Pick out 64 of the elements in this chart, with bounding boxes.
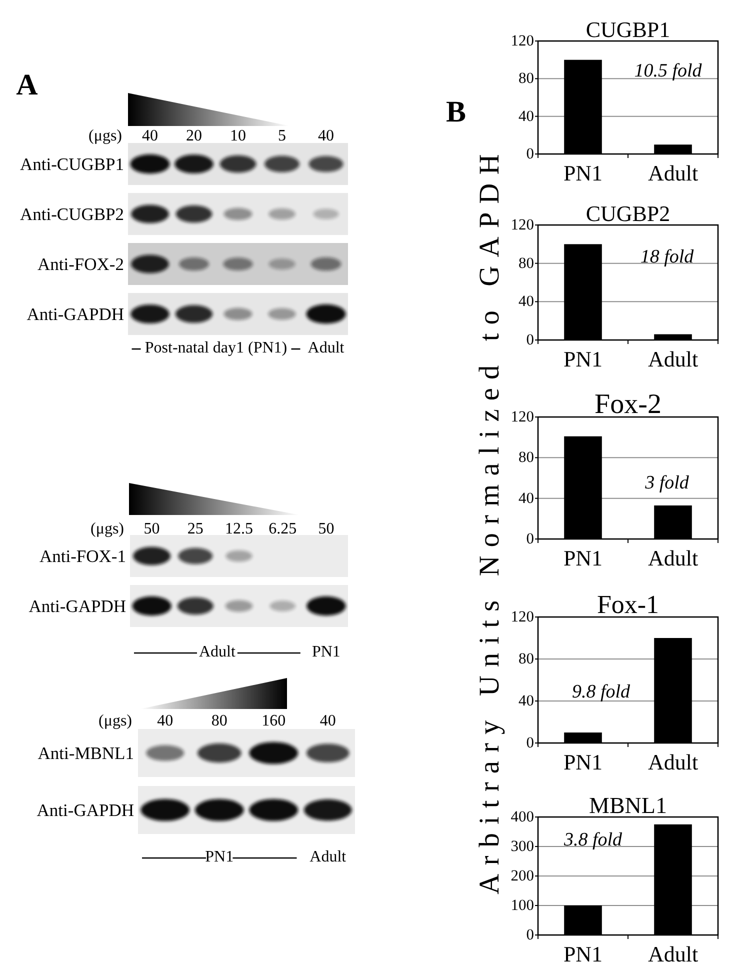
category-label: 5 bbox=[278, 128, 286, 144]
category-label: Anti-GAPDH bbox=[28, 596, 126, 616]
category-label: 160 bbox=[262, 712, 286, 730]
y-tick-label: 200 bbox=[510, 868, 534, 884]
text: B bbox=[446, 96, 466, 128]
y-tick-label: 120 bbox=[510, 608, 534, 626]
y-tick-label: 80 bbox=[518, 254, 534, 272]
category-label: 50 bbox=[144, 520, 160, 538]
category-label: 80 bbox=[211, 712, 228, 730]
category-label: 40 bbox=[320, 712, 336, 730]
y-tick-label: 400 bbox=[510, 808, 534, 826]
category-label: Anti-MBNL1 bbox=[38, 743, 134, 763]
text: Adult bbox=[198, 644, 236, 660]
category-label: 6.25 bbox=[268, 520, 297, 538]
y-tick-label: 0 bbox=[526, 332, 534, 348]
y-tick-label: 0 bbox=[526, 530, 534, 548]
category-label: 50 bbox=[318, 520, 334, 538]
annotation: 3.8 fold bbox=[562, 830, 623, 850]
y-tick-label: 120 bbox=[510, 216, 534, 234]
category-label: 12.5 bbox=[225, 520, 253, 538]
text: (μgs) bbox=[88, 128, 122, 144]
y-tick-label: 80 bbox=[518, 650, 534, 668]
category-label: 10 bbox=[230, 128, 246, 144]
text: PN1 bbox=[205, 848, 234, 866]
y-tick-label: 80 bbox=[518, 70, 534, 88]
chart-title: CUGBP1 bbox=[586, 17, 670, 42]
category-label: 20 bbox=[186, 128, 202, 144]
category-label: 40 bbox=[142, 128, 158, 144]
y-tick-label: 0 bbox=[526, 146, 534, 162]
text: (μgs) bbox=[98, 712, 132, 730]
y-tick-label: 100 bbox=[510, 897, 534, 914]
y-tick-label: 300 bbox=[510, 838, 534, 855]
y-tick-label: 40 bbox=[518, 490, 534, 507]
y-tick-label: 0 bbox=[526, 926, 534, 944]
category-label: 40 bbox=[157, 712, 174, 730]
text: A bbox=[16, 68, 38, 102]
chart-title: Fox-2 bbox=[594, 389, 662, 420]
category-label: 40 bbox=[318, 128, 334, 144]
chart-title: CUGBP2 bbox=[586, 201, 670, 226]
y-tick-label: 40 bbox=[518, 692, 534, 710]
y-tick-label: 80 bbox=[518, 449, 534, 466]
category-label: Anti-FOX-1 bbox=[39, 546, 126, 566]
text: PN1 bbox=[312, 644, 340, 660]
category-label: Anti-CUGBP1 bbox=[20, 154, 124, 174]
text: (μgs) bbox=[90, 520, 124, 538]
text: Adult bbox=[310, 848, 347, 866]
category-label: Anti-CUGBP2 bbox=[20, 204, 124, 224]
y-tick-label: 0 bbox=[526, 734, 534, 752]
text: Post-natal day1 (PN1) bbox=[144, 340, 288, 356]
y-tick-label: 120 bbox=[510, 408, 534, 426]
category-label: Anti-GAPDH bbox=[26, 304, 124, 324]
annotation: 10.5 fold bbox=[634, 60, 702, 82]
category-label: Anti-FOX-2 bbox=[37, 254, 124, 274]
y-axis-title: Arbitrary Units Normalized to GAPDH bbox=[474, 146, 506, 894]
category-label: Anti-GAPDH bbox=[36, 800, 134, 820]
chart-title: MBNL1 bbox=[589, 793, 667, 818]
y-tick-label: 40 bbox=[518, 108, 534, 125]
annotation: 9.8 fold bbox=[572, 682, 631, 702]
chart-title: Fox-1 bbox=[596, 590, 660, 619]
y-tick-label: 120 bbox=[510, 32, 534, 50]
annotation: 18 fold bbox=[640, 246, 694, 268]
annotation: 3 fold bbox=[644, 472, 690, 494]
y-tick-label: 40 bbox=[518, 293, 534, 310]
category-label: 25 bbox=[187, 520, 204, 538]
